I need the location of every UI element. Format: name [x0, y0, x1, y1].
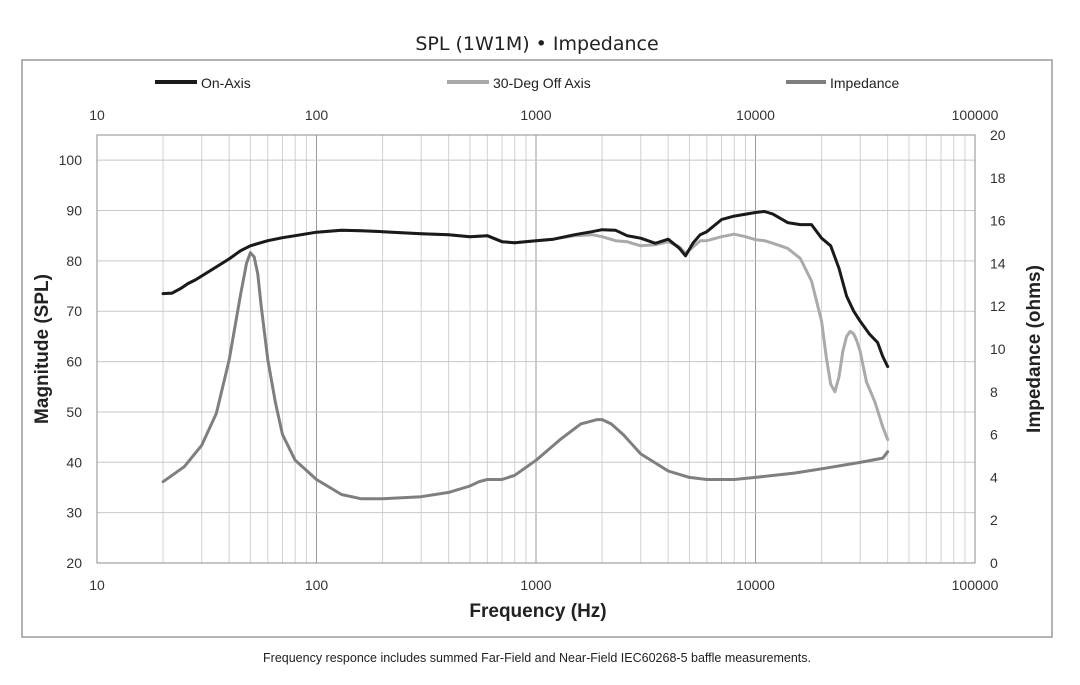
- x-tick-label-top: 10000: [736, 107, 775, 123]
- x-tick-label-bottom: 100: [305, 577, 329, 593]
- legend-label-30-deg-off-axis: 30-Deg Off Axis: [493, 75, 591, 91]
- y-tick-label-right: 20: [990, 127, 1006, 143]
- chart-frame: [21, 59, 1053, 638]
- y-axis-right-title: Impedance (ohms): [1024, 265, 1045, 433]
- y-tick-label-right: 12: [990, 298, 1006, 314]
- y-tick-label-right: 4: [990, 469, 998, 485]
- series-line-on-axis: [161, 210, 890, 369]
- y-tick-label-right: 6: [990, 427, 998, 443]
- x-tick-label-bottom: 10000: [736, 577, 775, 593]
- x-axis-bottom-ticks: 10 100 1000 10000 100000: [89, 577, 998, 593]
- x-tick-label-bottom: 10: [89, 577, 105, 593]
- x-tick-label-top: 10: [89, 107, 105, 123]
- y-tick-label-left: 20: [66, 555, 82, 571]
- y-tick-label-left: 80: [66, 253, 82, 269]
- x-tick-label-top: 100: [305, 107, 329, 123]
- legend-label-impedance: Impedance: [830, 75, 899, 91]
- y-tick-label-left: 50: [66, 404, 82, 420]
- x-axis-title: Frequency (Hz): [469, 601, 606, 622]
- y-tick-label-right: 16: [990, 213, 1006, 229]
- y-tick-label-left: 90: [66, 203, 82, 219]
- chart-title: SPL (1W1M) • Impedance: [415, 33, 658, 55]
- y-tick-label-left: 30: [66, 505, 82, 521]
- legend: On-Axis 30-Deg Off Axis Impedance: [155, 75, 899, 91]
- y-tick-label-left: 60: [66, 354, 82, 370]
- plot-area-border: [96, 134, 976, 564]
- series-layer: [161, 210, 890, 501]
- y-axis-left-title: Magnitude (SPL): [32, 274, 53, 424]
- y-tick-label-left: 40: [66, 454, 82, 470]
- y-tick-label-right: 10: [990, 341, 1006, 357]
- x-axis-top-ticks: 10 100 1000 10000 100000: [89, 107, 998, 123]
- y-axis-right-ticks: 0 2 4 6 8 10 12 14 16 18 20: [990, 127, 1006, 571]
- footnote: Frequency responce includes summed Far-F…: [263, 651, 811, 665]
- legend-label-on-axis: On-Axis: [201, 75, 251, 91]
- y-tick-label-right: 18: [990, 170, 1006, 186]
- y-tick-label-left: 70: [66, 303, 82, 319]
- series-line-impedance: [161, 251, 890, 501]
- y-tick-label-right: 0: [990, 555, 998, 571]
- y-tick-label-right: 14: [990, 255, 1006, 271]
- y-tick-label-right: 2: [990, 512, 998, 528]
- grid-lines: [97, 135, 975, 563]
- x-tick-label-bottom: 100000: [952, 577, 999, 593]
- x-tick-label-top: 1000: [520, 107, 551, 123]
- y-axis-left-ticks: 20 30 40 50 60 70 80 90 100: [59, 152, 83, 571]
- y-tick-label-right: 8: [990, 384, 998, 400]
- x-tick-label-bottom: 1000: [520, 577, 551, 593]
- x-tick-label-top: 100000: [952, 107, 999, 123]
- y-tick-label-left: 100: [59, 152, 83, 168]
